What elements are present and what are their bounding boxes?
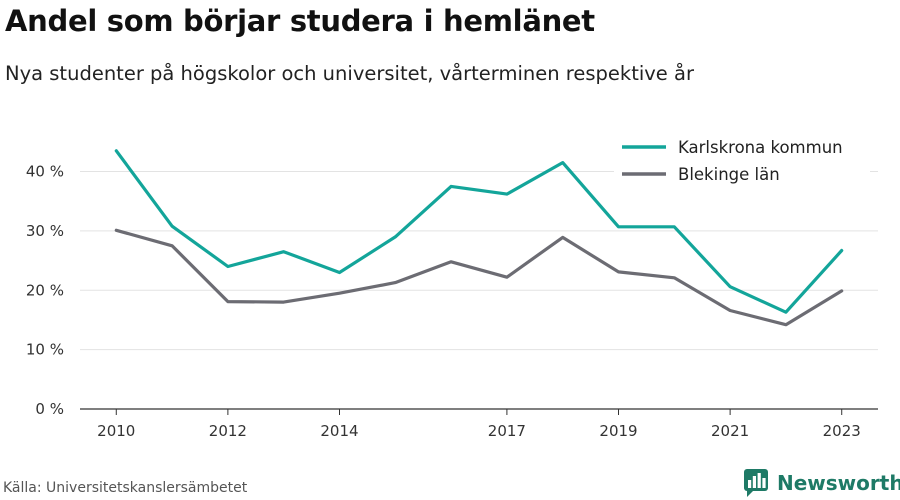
y-tick-label: 30 % bbox=[26, 222, 64, 240]
chart-subtitle: Nya studenter på högskolor och universit… bbox=[5, 62, 694, 85]
y-tick-label: 20 % bbox=[26, 281, 64, 299]
legend-background bbox=[614, 129, 870, 193]
series-line bbox=[114, 149, 844, 314]
x-tick-label: 2021 bbox=[711, 422, 749, 440]
legend: Karlskrona kommun Blekinge län bbox=[614, 129, 870, 193]
x-tick-label: 2019 bbox=[599, 422, 637, 440]
y-tick-label: 10 % bbox=[26, 341, 64, 359]
newsworthy-logo-icon bbox=[744, 469, 768, 497]
x-tick-label: 2010 bbox=[97, 422, 135, 440]
brand-name: Newsworthy bbox=[777, 471, 900, 495]
x-tick-label: 2017 bbox=[488, 422, 526, 440]
axes: 0 % 10 % 20 % 30 % 40 % 2010 2012 2014 2017 2019 2… bbox=[26, 163, 878, 440]
grid-lines bbox=[80, 171, 878, 351]
x-tick-label: 2014 bbox=[320, 422, 358, 440]
chart-title: Andel som börjar studera i hemlänet bbox=[5, 4, 595, 38]
source-note: Källa: Universitetskanslersämbetet bbox=[3, 480, 248, 496]
series-lines bbox=[114, 149, 844, 327]
legend-label: Blekinge län bbox=[678, 165, 780, 184]
x-tick-label: 2012 bbox=[209, 422, 247, 440]
line-chart: 0 % 10 % 20 % 30 % 40 % 2010 2012 2014 2017 2019 2… bbox=[25, 129, 878, 440]
y-tick-label: 0 % bbox=[35, 400, 64, 418]
brand-logo[interactable]: Newsworthy bbox=[743, 468, 900, 498]
series-line bbox=[114, 228, 844, 327]
y-tick-label: 40 % bbox=[26, 163, 64, 181]
legend-label: Karlskrona kommun bbox=[678, 138, 843, 157]
x-tick-label: 2023 bbox=[823, 422, 861, 440]
